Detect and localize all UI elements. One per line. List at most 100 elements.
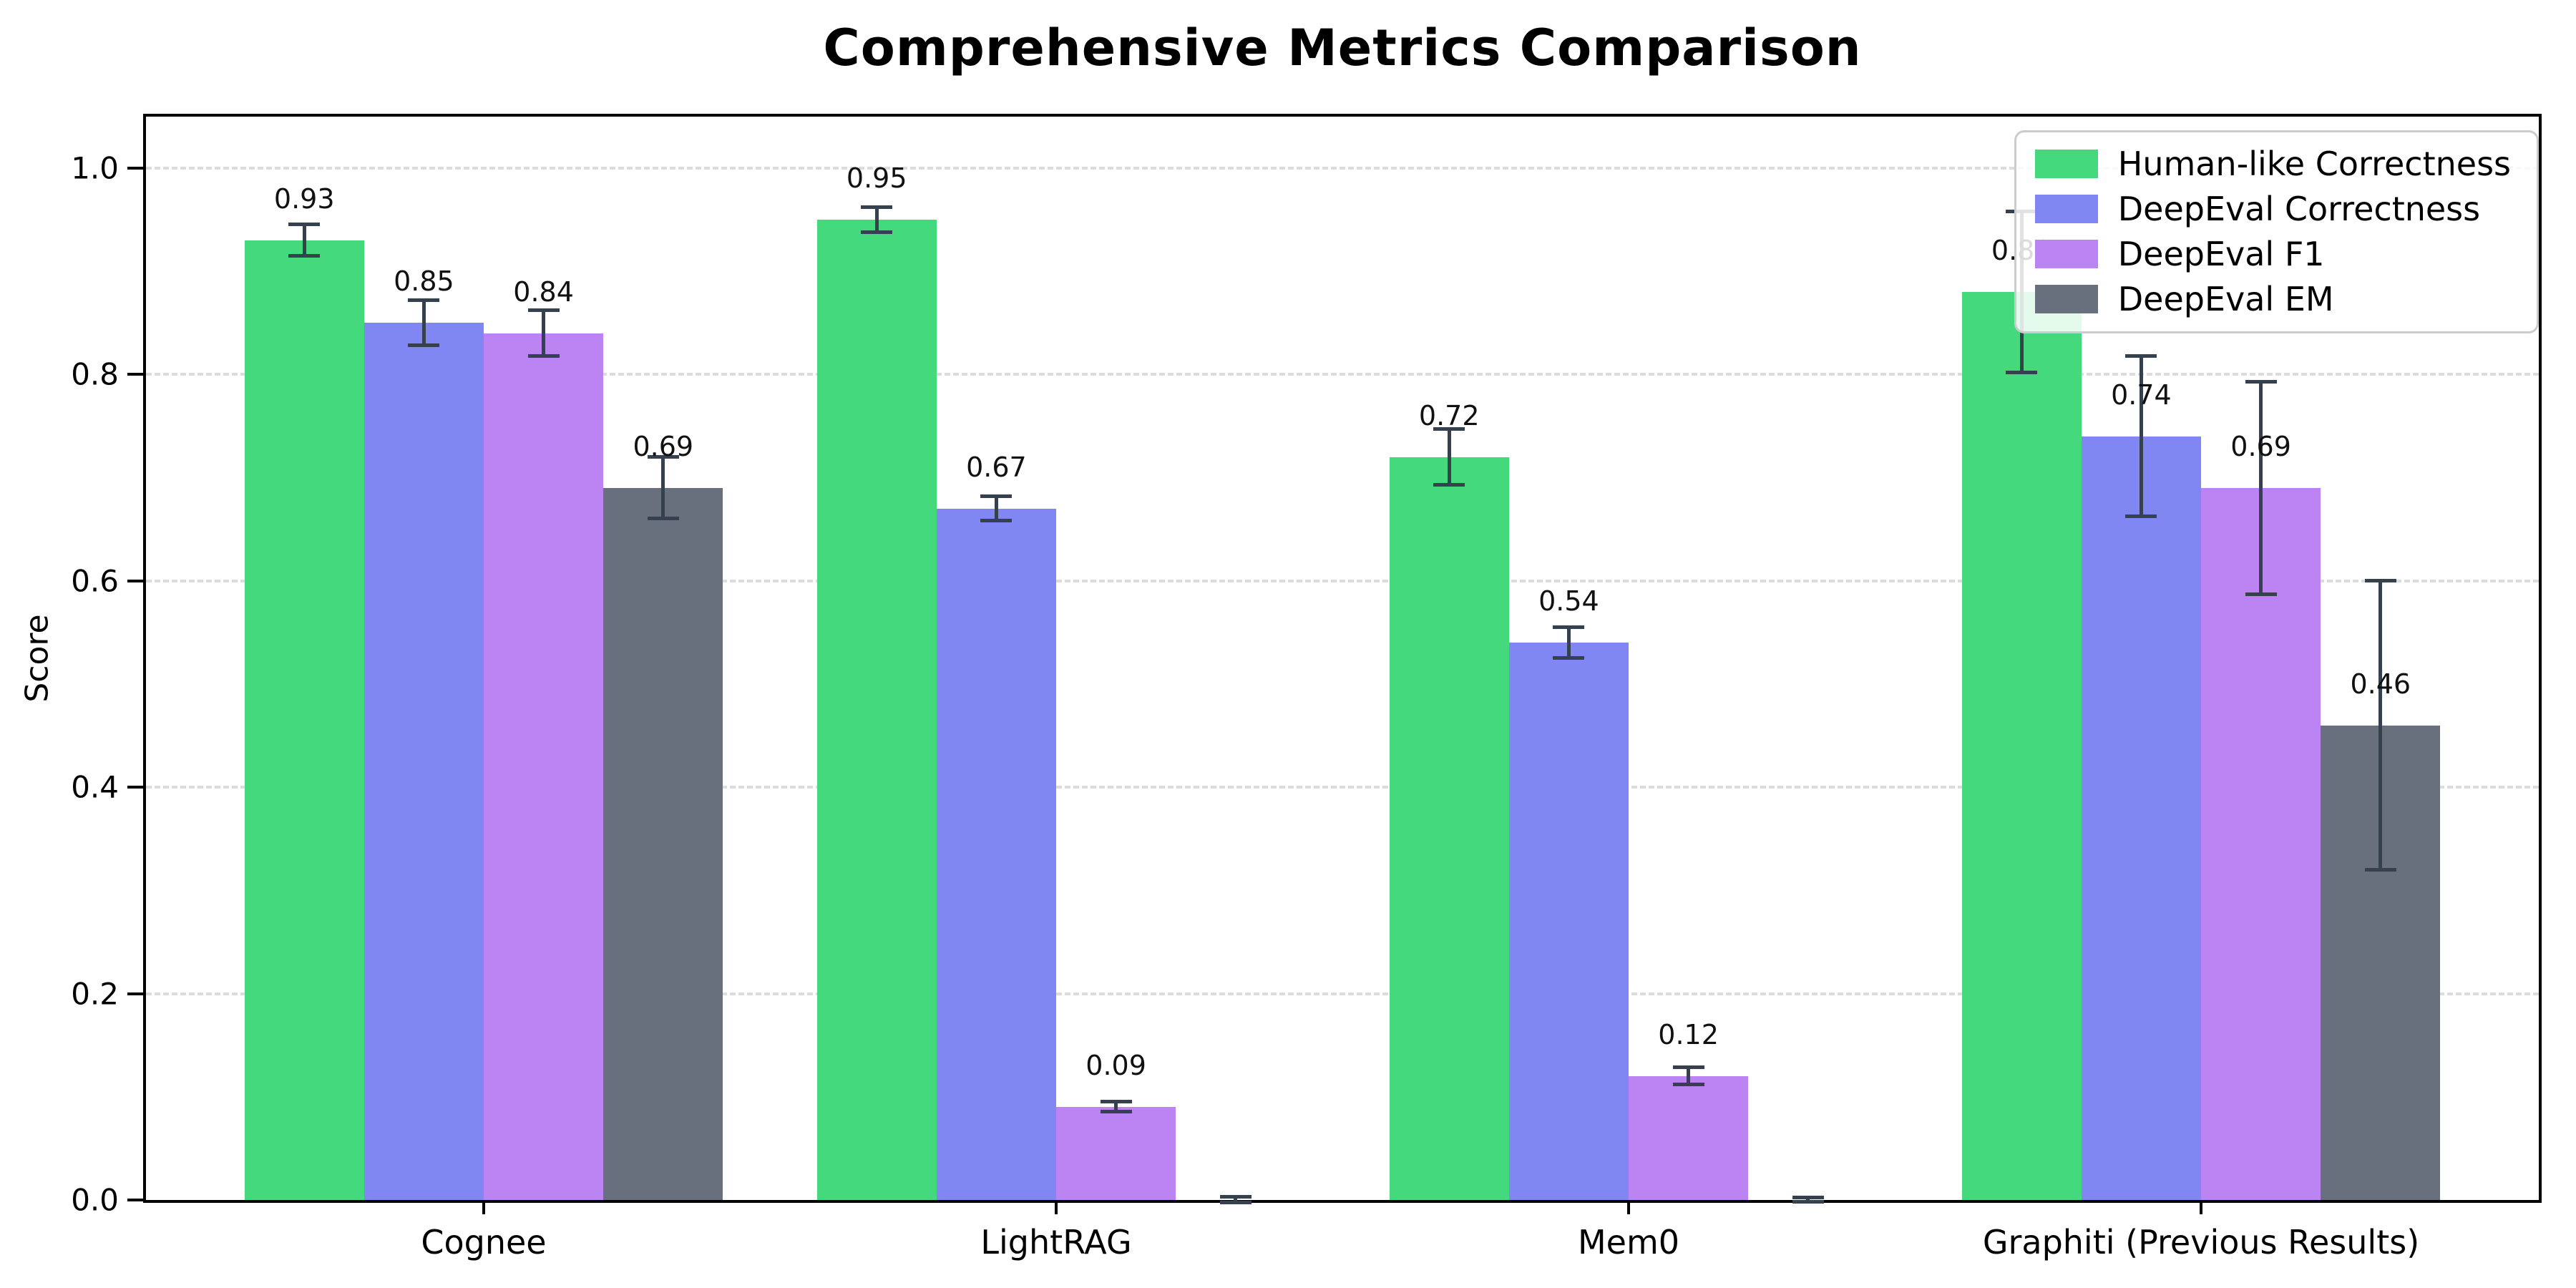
- legend: Human-like Correctness DeepEval Correctne…: [2014, 130, 2539, 333]
- y-tick-mark: [127, 1199, 143, 1201]
- bar-slot: 0.72: [1389, 117, 1509, 1200]
- bar-slot: 0.84: [484, 117, 604, 1200]
- bar: [2201, 488, 2321, 1200]
- legend-item: Human-like Correctness: [2034, 145, 2511, 183]
- x-tick-label: Graphiti (Previous Results): [1982, 1223, 2420, 1262]
- error-bar: [421, 300, 426, 346]
- y-tick-label: 0.6: [71, 563, 119, 599]
- error-bar-cap-top: [2125, 353, 2157, 358]
- error-bar-cap-top: [861, 205, 893, 209]
- error-bar-cap-bottom: [647, 517, 679, 521]
- error-bar-cap-top: [408, 298, 440, 302]
- y-tick-label: 0.2: [71, 976, 119, 1012]
- bar-value-label: 0.46: [2350, 668, 2411, 700]
- bar-slot: 0.85: [364, 117, 484, 1200]
- gridline: [146, 373, 2539, 376]
- bar-value-label: 0.74: [2111, 379, 2172, 411]
- bar-slot: 0.69: [603, 117, 723, 1200]
- bar: [484, 333, 604, 1200]
- error-bar: [661, 457, 665, 519]
- y-tick-mark: [127, 579, 143, 582]
- legend-label: Human-like Correctness: [2117, 145, 2511, 183]
- error-bar-cap-bottom: [288, 253, 321, 258]
- error-bar-cap-bottom: [2006, 370, 2038, 374]
- error-bar-cap-top: [2245, 379, 2277, 384]
- y-tick-mark: [127, 786, 143, 789]
- bar-slot: 0.93: [244, 117, 364, 1200]
- bar-slot: 0.09: [1056, 117, 1176, 1200]
- error-bar: [1687, 1068, 1691, 1085]
- bar-value-label: 0.95: [846, 162, 907, 195]
- y-tick-mark: [127, 373, 143, 376]
- error-bar: [1114, 1102, 1118, 1113]
- bar-slot: 0.74: [2081, 117, 2201, 1200]
- y-tick-label: 0.8: [71, 356, 119, 392]
- error-bar-cap-top: [1433, 426, 1465, 431]
- error-bar-cap-bottom: [980, 519, 1013, 523]
- error-bar: [1566, 627, 1571, 658]
- bar-value-label: 0.67: [966, 451, 1027, 483]
- legend-label: DeepEval F1: [2117, 234, 2325, 273]
- error-bar: [2259, 381, 2263, 595]
- bar-value-label: 0.12: [1658, 1018, 1719, 1050]
- y-tick-label: 1.0: [71, 150, 119, 186]
- bar-slot: 0.88: [1961, 117, 2082, 1200]
- error-bar-cap-bottom: [1672, 1082, 1704, 1086]
- legend-swatch: [2034, 285, 2098, 314]
- error-bar-cap-bottom: [1219, 1201, 1252, 1205]
- error-bar-cap-bottom: [1792, 1199, 1824, 1204]
- error-bar-cap-top: [2364, 578, 2396, 582]
- error-bar-cap-bottom: [527, 353, 560, 358]
- x-tick-label: LightRAG: [980, 1223, 1132, 1262]
- error-bar: [302, 225, 306, 256]
- error-bar-cap-bottom: [2125, 514, 2157, 519]
- y-tick-mark: [127, 167, 143, 170]
- legend-label: DeepEval Correctness: [2117, 189, 2481, 228]
- error-bar-cap-top: [1100, 1100, 1132, 1104]
- error-bar: [994, 496, 998, 522]
- legend-swatch: [2034, 195, 2098, 224]
- x-tick-mark: [482, 1200, 485, 1214]
- error-bar-cap-top: [1553, 625, 1585, 629]
- category-group: 0.72 0.54 0.12 Mem0: [1342, 117, 1915, 1262]
- bar-slot: [1176, 117, 1295, 1205]
- x-tick-label: Cognee: [421, 1223, 547, 1262]
- category-group: 0.93 0.85 0.84 0.69 Cognee: [197, 117, 770, 1262]
- bar-slot: 0.69: [2201, 117, 2321, 1200]
- bar: [2081, 436, 2201, 1200]
- category-group: 0.95 0.67 0.09 LightRAG: [770, 117, 1342, 1262]
- bar-slot: 0.46: [2321, 117, 2441, 1200]
- error-bar: [542, 311, 546, 356]
- bar-slot: 0.12: [1629, 117, 1749, 1200]
- gridline: [146, 579, 2539, 582]
- error-bar-cap-bottom: [1433, 482, 1465, 487]
- bar-slot: 0.95: [816, 117, 937, 1200]
- chart-title: Comprehensive Metrics Comparison: [823, 19, 1862, 77]
- bar-value-label: 0.69: [2230, 431, 2291, 463]
- legend-swatch: [2034, 150, 2098, 179]
- error-bar: [2139, 356, 2143, 517]
- bar-value-label: 0.69: [633, 431, 694, 463]
- bar: [816, 220, 937, 1200]
- legend-swatch: [2034, 240, 2098, 269]
- bar: [364, 323, 484, 1200]
- bar-value-label: 0.72: [1418, 399, 1480, 431]
- bar: [1508, 643, 1629, 1200]
- error-bar-cap-top: [527, 308, 560, 313]
- gridline: [146, 786, 2539, 789]
- bar: [603, 488, 723, 1200]
- error-bar-cap-top: [288, 223, 321, 227]
- bar-slot: [1748, 117, 1868, 1204]
- error-bar-cap-top: [647, 454, 679, 459]
- gridline: [146, 992, 2539, 995]
- error-bar-cap-bottom: [408, 343, 440, 348]
- bar-value-label: 0.09: [1085, 1050, 1146, 1082]
- bar: [244, 240, 364, 1200]
- bar-slot: 0.54: [1508, 117, 1629, 1200]
- error-bar: [874, 207, 879, 233]
- error-bar-cap-bottom: [861, 230, 893, 234]
- y-tick-label: 0.4: [71, 769, 119, 805]
- bar: [936, 508, 1056, 1200]
- error-bar-cap-top: [1219, 1194, 1252, 1199]
